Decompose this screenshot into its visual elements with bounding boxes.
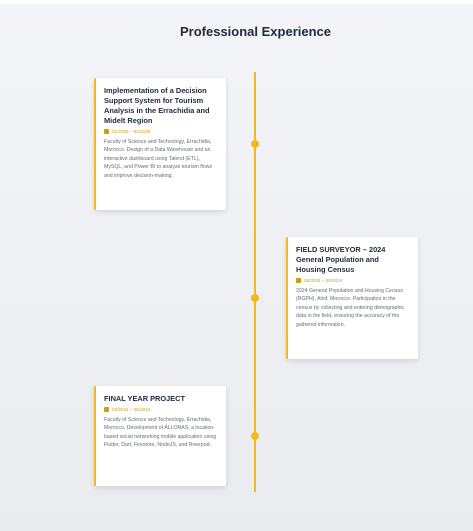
timeline-dot xyxy=(251,432,259,440)
experience-date-text: 02/2024 – 06/2024 xyxy=(112,407,151,412)
experience-title: FIELD SURVEYOR – 2024 General Population… xyxy=(296,245,386,274)
experience-date: 08/2024 – 09/2024 xyxy=(296,278,410,283)
section-title: Professional Experience xyxy=(179,24,331,39)
calendar-icon xyxy=(296,278,301,283)
experience-title: Implementation of a Decision Support Sys… xyxy=(104,86,210,125)
experience-card: FINAL YEAR PROJECT 02/2024 – 06/2024 Fac… xyxy=(94,386,226,486)
experience-description: Faculty of Science and Technology, Errac… xyxy=(104,417,217,449)
experience-card: Implementation of a Decision Support Sys… xyxy=(94,78,226,210)
experience-date: 01/2025 – 02/2025 xyxy=(104,129,218,134)
experience-date: 02/2024 – 06/2024 xyxy=(104,407,218,412)
calendar-icon xyxy=(104,129,109,134)
experience-description: Faculty of Science and Technology, Errac… xyxy=(104,139,213,179)
calendar-icon xyxy=(104,407,109,412)
experience-card: FIELD SURVEYOR – 2024 General Population… xyxy=(286,237,418,359)
timeline-dot xyxy=(251,294,259,302)
experience-date-text: 08/2024 – 09/2024 xyxy=(304,278,343,283)
timeline-line xyxy=(254,72,256,492)
experience-date-text: 01/2025 – 02/2025 xyxy=(112,129,151,134)
timeline-dot xyxy=(251,140,259,148)
experience-title: FINAL YEAR PROJECT xyxy=(104,394,186,403)
experience-description: 2024 General Population and Housing Cens… xyxy=(296,288,405,328)
